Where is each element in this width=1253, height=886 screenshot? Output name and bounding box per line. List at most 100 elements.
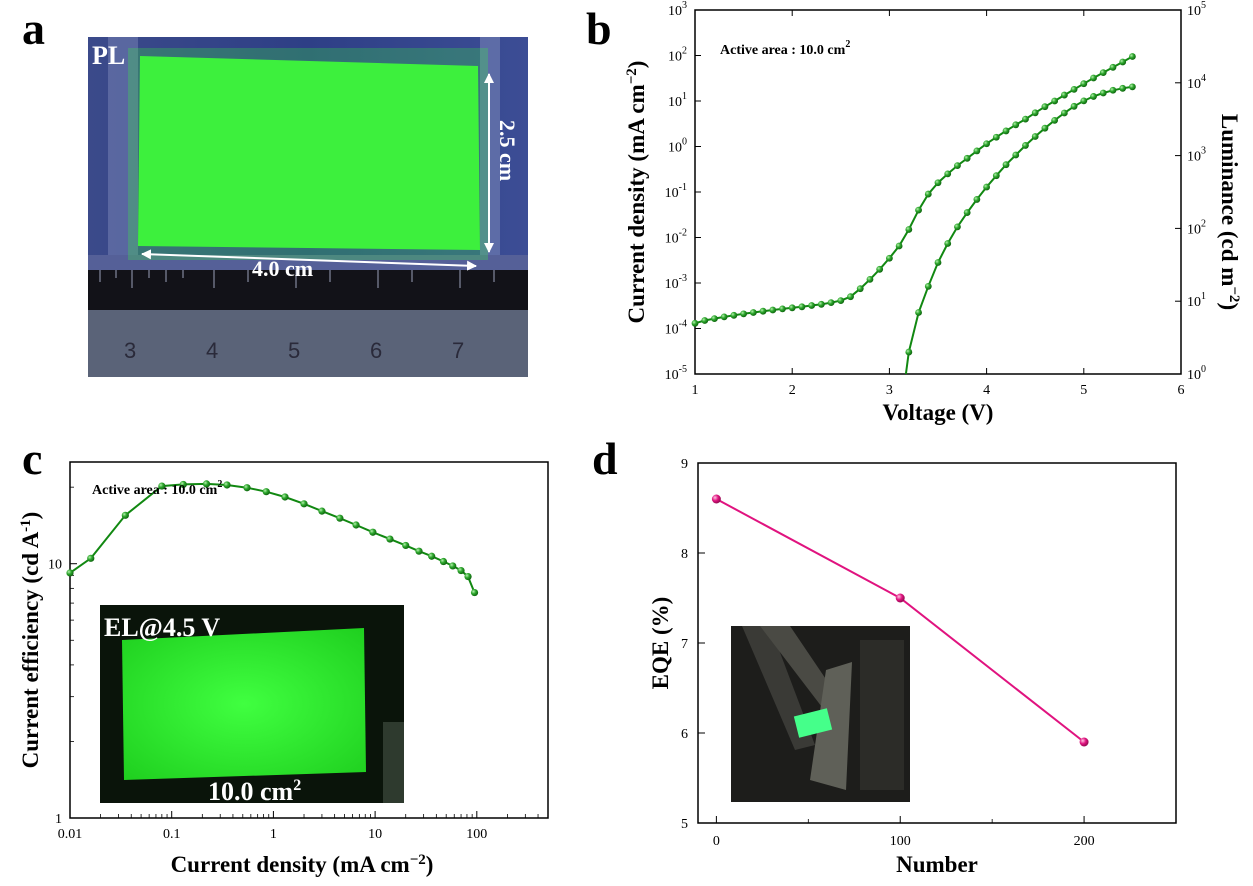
y-tick-label-d: 6 [681, 727, 688, 742]
led-spot [793, 708, 833, 738]
y-axis-label-d: EQE (%) [648, 597, 673, 690]
series-line-b-1 [904, 85, 1133, 375]
data-point-c [179, 480, 187, 489]
data-point-b-0 [701, 317, 709, 324]
data-point-b-0 [779, 305, 786, 313]
data-point-c [352, 521, 360, 529]
data-point-b-0 [769, 306, 777, 314]
data-point-c [262, 488, 270, 496]
data-point-b-1 [1051, 116, 1059, 124]
data-point-b-1 [924, 282, 932, 290]
x-tick-label-c: 1 [270, 827, 277, 842]
data-point-b-0 [1012, 121, 1020, 129]
width-arrow [141, 249, 477, 271]
y-tick-label-b: 101 [668, 91, 687, 110]
data-point-b-0 [944, 170, 952, 178]
data-point-b-0 [866, 275, 874, 283]
series-group-d [711, 494, 1089, 747]
data-point-b-0 [740, 310, 747, 318]
data-point-b-0 [720, 313, 728, 321]
data-point-c [464, 572, 472, 581]
data-point-c [243, 484, 251, 492]
series-line-c [69, 482, 476, 593]
el-tag: EL@4.5 V [104, 613, 220, 642]
pl-tag: PL [92, 41, 125, 70]
data-point-b-1 [1080, 97, 1088, 105]
data-point-b-0 [1070, 85, 1078, 93]
y2-axis-label-b: Luminance (cd m−2) [1217, 114, 1242, 310]
data-point-c [66, 569, 74, 577]
data-point-b-0 [973, 147, 981, 155]
x-tick-label-b: 3 [886, 383, 893, 398]
x-tick-label-b: 1 [692, 383, 699, 398]
data-point-b-0 [1119, 58, 1127, 66]
data-point-b-1 [915, 309, 922, 316]
x-axis-label-c: Current density (mA cm−2) [171, 852, 434, 877]
y2-tick-label-b: 105 [1187, 0, 1206, 19]
data-point-b-0 [827, 299, 835, 307]
x-tick-label-d: 200 [1074, 834, 1095, 849]
data-point-b-1 [963, 209, 971, 216]
data-point-b-1 [992, 172, 1000, 180]
x-tick-label-c: 0.01 [58, 827, 83, 842]
tick-group-b: 1 2 3 4 5 6 10-5 10-4 10-3 10-2 10-1 100 101 102 103 10… [665, 0, 1206, 398]
series-line-b-0 [694, 55, 1133, 325]
data-point-b-0 [691, 319, 699, 327]
panel-label-c: c [22, 433, 42, 484]
photo-a: 3 4 5 6 7 PL 2.5 cm 4.0 cm [88, 37, 528, 377]
el-device [122, 628, 366, 780]
y-tick-label-d: 8 [681, 547, 688, 562]
y-tick-label-d: 7 [681, 637, 688, 652]
x-axis-label-b: Voltage (V) [883, 400, 994, 425]
data-point-b-0 [759, 307, 767, 315]
y-tick-label-b: 10-1 [665, 182, 687, 201]
pl-device [138, 56, 480, 250]
data-point-c [439, 557, 448, 566]
data-point-b-0 [924, 190, 932, 198]
data-point-c [457, 566, 465, 575]
data-point-c [158, 482, 166, 490]
data-point-c [281, 493, 289, 501]
data-point-b-0 [876, 265, 884, 273]
annotation-b: Active area : 10.0 cm2 [720, 39, 850, 58]
data-point-b-0 [886, 254, 893, 262]
y-tick-label-b: 10-5 [665, 364, 687, 383]
data-point-b-1 [973, 196, 981, 203]
data-point-b-0 [1099, 69, 1107, 77]
data-point-c [369, 528, 377, 536]
data-point-c [415, 547, 423, 555]
data-point-d [1079, 737, 1089, 747]
data-point-b-0 [1002, 127, 1010, 135]
panel-label-d: d [592, 433, 618, 484]
x-tick-label-c: 100 [466, 827, 487, 842]
y-tick-label-d: 5 [681, 817, 688, 832]
tick-group-c: 0.01 0.1 1 10 100 1 10 [48, 486, 549, 842]
data-point-b-0 [1041, 103, 1049, 111]
data-point-b-0 [1129, 53, 1136, 60]
y-tick-label-b: 10-4 [665, 319, 687, 338]
data-point-b-1 [1099, 89, 1107, 97]
data-point-b-0 [1090, 74, 1097, 82]
series-group-b [691, 53, 1136, 375]
data-point-b-1 [1070, 102, 1078, 110]
data-point-b-0 [1051, 97, 1059, 105]
data-point-b-0 [1080, 80, 1088, 88]
y2-tick-label-b: 102 [1187, 218, 1206, 237]
y2-tick-label-b: 101 [1187, 291, 1206, 310]
x-tick-label-b: 2 [789, 383, 796, 398]
y2-tick-label-b: 100 [1187, 364, 1206, 383]
height-label: 2.5 cm [495, 120, 520, 181]
data-point-b-1 [1090, 93, 1097, 100]
photo-d [731, 626, 910, 802]
data-point-b-0 [808, 302, 816, 309]
data-point-b-0 [798, 303, 806, 311]
data-point-b-0 [905, 226, 913, 233]
data-point-b-1 [954, 223, 961, 231]
ruler-fine-ticks [99, 270, 495, 288]
x-axis-label-d: Number [896, 852, 978, 877]
data-point-b-0 [1060, 91, 1068, 99]
data-point-b-0 [1031, 109, 1039, 117]
data-point-b-1 [1041, 124, 1049, 132]
data-point-b-0 [788, 304, 796, 312]
